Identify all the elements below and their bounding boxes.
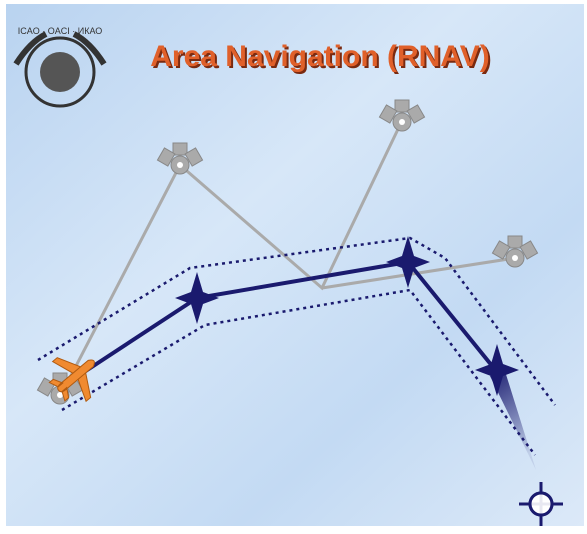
slide: ICAO · OACI · ИКАО Area Navigation (RNAV… [0, 0, 587, 534]
title: Area Navigation (RNAV) [150, 40, 490, 73]
page: ICAO · OACI · ИКАО Area Navigation (RNAV… [0, 0, 587, 534]
logo-text: ICAO · OACI · ИКАО [18, 26, 103, 36]
